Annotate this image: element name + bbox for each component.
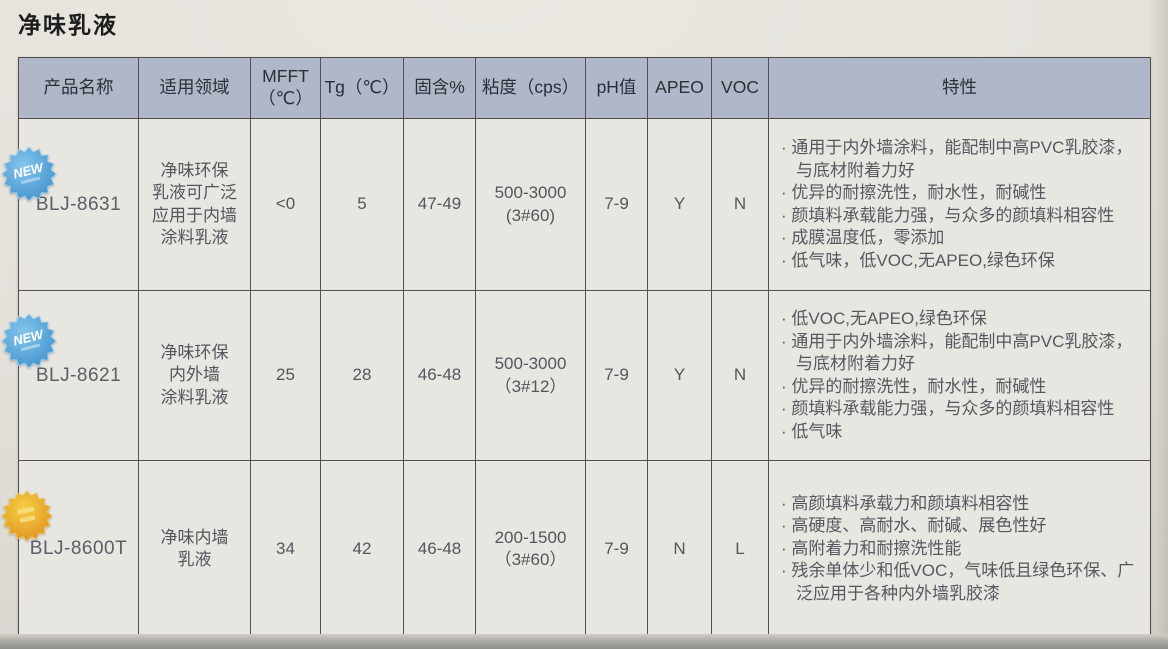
viscosity-cell: 500-3000 (3#60) xyxy=(476,119,586,290)
header-cell-viscosity: 粘度（cps） xyxy=(476,58,586,118)
feature-item: 高硬度、高耐水、耐碱、展色性好 xyxy=(781,515,1140,538)
product-name-cell: BLJ-8631 xyxy=(19,119,139,290)
table-row: BLJ-8621 净味环保 内外墙 涂料乳液 25 28 46-48 500-3… xyxy=(19,291,1150,461)
feature-item: 低气味，低VOC,无APEO,绿色环保 xyxy=(781,250,1140,273)
header-cell-voc: VOC xyxy=(712,58,769,118)
voc-cell: N xyxy=(712,119,769,290)
header-cell-apeo: APEO xyxy=(648,58,712,118)
feature-item: 低气味 xyxy=(781,421,1140,444)
feature-item: 优异的耐擦洗性，耐水性，耐碱性 xyxy=(781,376,1140,399)
gold-starburst-badge-icon xyxy=(1,490,53,542)
apeo-cell: N xyxy=(648,461,712,637)
tg-cell: 42 xyxy=(321,461,404,637)
feature-item: 残余单体少和低VOC，气味低且绿色环保、广泛应用于各种内外墙乳胶漆 xyxy=(781,560,1140,605)
features-cell: 低VOC,无APEO,绿色环保 通用于内外墙涂料，能配制中高PVC乳胶漆，与底材… xyxy=(769,291,1150,460)
tg-cell: 5 xyxy=(321,119,404,290)
feature-item: 颜填料承载能力强，与众多的颜填料相容性 xyxy=(781,398,1140,421)
product-name-cell: BLJ-8621 xyxy=(19,291,139,460)
new-badge-icon: NEW xyxy=(1,313,57,369)
mfft-cell: <0 xyxy=(251,119,321,290)
feature-item: 通用于内外墙涂料，能配制中高PVC乳胶漆，与底材附着力好 xyxy=(781,331,1140,376)
header-cell-ph: pH值 xyxy=(586,58,648,118)
field-cell: 净味环保 乳液可广泛 应用于内墙 涂料乳液 xyxy=(139,119,251,290)
viscosity-cell: 500-3000 （3#12） xyxy=(476,291,586,460)
features-cell: 通用于内外墙涂料，能配制中高PVC乳胶漆，与底材附着力好 优异的耐擦洗性，耐水性… xyxy=(769,119,1150,290)
table-row: BLJ-8600T 净味内墙 乳液 34 42 46-48 200-1500 （… xyxy=(19,461,1150,637)
ph-cell: 7-9 xyxy=(586,119,648,290)
feature-item: 低VOC,无APEO,绿色环保 xyxy=(781,308,1140,331)
header-cell-mfft: MFFT （℃） xyxy=(251,58,321,118)
ph-cell: 7-9 xyxy=(586,461,648,637)
photo-bottom-edge xyxy=(0,634,1168,649)
apeo-cell: Y xyxy=(648,291,712,460)
photo-edge-shading xyxy=(1148,0,1168,649)
feature-item: 颜填料承载能力强，与众多的颜填料相容性 xyxy=(781,205,1140,228)
product-name-cell: BLJ-8600T xyxy=(19,461,139,637)
header-cell-tg: Tg（℃） xyxy=(321,58,404,118)
mfft-cell: 34 xyxy=(251,461,321,637)
features-cell: 高颜填料承载力和颜填料相容性 高硬度、高耐水、耐碱、展色性好 高附着力和耐擦洗性… xyxy=(769,461,1150,637)
voc-cell: N xyxy=(712,291,769,460)
field-cell: 净味环保 内外墙 涂料乳液 xyxy=(139,291,251,460)
field-cell: 净味内墙 乳液 xyxy=(139,461,251,637)
solids-cell: 46-48 xyxy=(404,291,476,460)
header-cell-features: 特性 xyxy=(942,77,977,98)
table-header-row: 产品名称 适用领域 MFFT （℃） Tg（℃） 固含% 粘度（cps） pH值… xyxy=(19,58,1150,119)
new-badge-icon: NEW xyxy=(1,146,57,202)
solids-cell: 47-49 xyxy=(404,119,476,290)
product-spec-table: 产品名称 适用领域 MFFT （℃） Tg（℃） 固含% 粘度（cps） pH值… xyxy=(18,57,1151,638)
feature-item: 成膜温度低，零添加 xyxy=(781,227,1140,250)
viscosity-cell: 200-1500 （3#60） xyxy=(476,461,586,637)
feature-item: 高颜填料承载力和颜填料相容性 xyxy=(781,493,1140,516)
solids-cell: 46-48 xyxy=(404,461,476,637)
feature-item: 优异的耐擦洗性，耐水性，耐碱性 xyxy=(781,182,1140,205)
apeo-cell: Y xyxy=(648,119,712,290)
header-cell-solids: 固含% xyxy=(404,58,476,118)
feature-item: 高附着力和耐擦洗性能 xyxy=(781,538,1140,561)
header-cell-product: 产品名称 xyxy=(19,58,139,118)
table-row: BLJ-8631 净味环保 乳液可广泛 应用于内墙 涂料乳液 <0 5 47-4… xyxy=(19,119,1150,291)
page-title: 净味乳液 xyxy=(18,12,118,38)
ph-cell: 7-9 xyxy=(586,291,648,460)
voc-cell: L xyxy=(712,461,769,637)
mfft-cell: 25 xyxy=(251,291,321,460)
tg-cell: 28 xyxy=(321,291,404,460)
feature-item: 通用于内外墙涂料，能配制中高PVC乳胶漆，与底材附着力好 xyxy=(781,137,1140,182)
header-cell-field: 适用领域 xyxy=(139,58,251,118)
